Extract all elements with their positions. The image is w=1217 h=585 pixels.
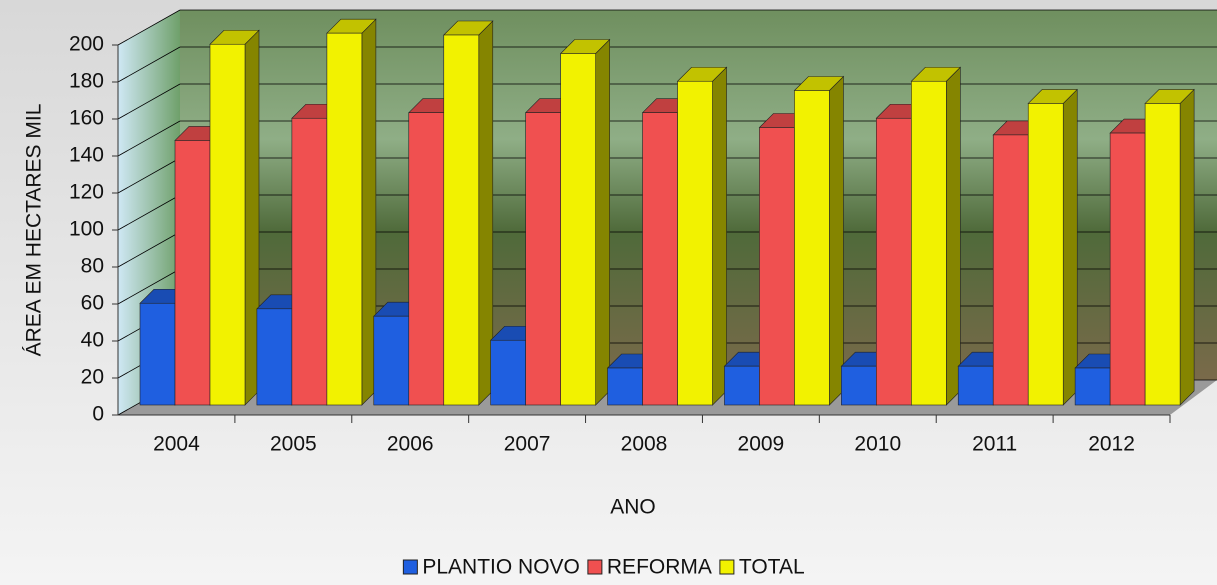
legend-label: REFORMA <box>607 556 712 579</box>
grid-line <box>117 157 181 194</box>
legend-item: REFORMA <box>587 556 712 579</box>
bar <box>911 80 947 406</box>
bar-side <box>946 66 961 406</box>
x-tick-label: 2011 <box>972 433 1017 456</box>
bar-side <box>595 38 610 406</box>
bar <box>1109 132 1146 406</box>
bar <box>560 53 596 406</box>
bar <box>876 117 912 406</box>
x-axis-title: ANO <box>610 496 656 519</box>
legend-swatch <box>402 559 418 575</box>
bar <box>642 112 678 406</box>
x-tick-label: 2008 <box>621 433 668 456</box>
legend-label: PLANTIO NOVO <box>422 556 580 579</box>
bar <box>256 308 293 406</box>
bar-side <box>1062 88 1078 406</box>
y-tick-label: 160 <box>69 107 104 130</box>
x-tick-label: 2007 <box>504 433 551 456</box>
y-tick-label: 60 <box>81 292 104 315</box>
legend-item: TOTAL <box>719 556 805 579</box>
legend: PLANTIO NOVO REFORMA TOTAL <box>402 556 805 579</box>
x-tick-label: 2010 <box>854 433 901 456</box>
grid-line <box>117 268 181 305</box>
x-tick-label: 2012 <box>1088 433 1135 456</box>
bar <box>291 117 328 406</box>
bar-side <box>1179 88 1195 406</box>
grid-line <box>117 120 181 157</box>
bar <box>992 134 1029 406</box>
legend-swatch <box>719 559 735 575</box>
grid-line <box>117 9 181 46</box>
x-tick-label: 2006 <box>387 433 434 456</box>
grid-line <box>117 231 181 268</box>
bar <box>1144 103 1181 406</box>
y-tick-label: 120 <box>69 181 104 204</box>
y-tick-label: 100 <box>69 218 104 241</box>
x-tick-label: 2004 <box>153 433 200 456</box>
bar <box>841 365 877 406</box>
y-tick-label: 80 <box>81 255 104 278</box>
bar <box>174 140 211 406</box>
bar <box>677 80 713 406</box>
bar <box>408 112 445 406</box>
legend-label: TOTAL <box>739 556 805 579</box>
legend-swatch <box>587 559 603 575</box>
legend-item: PLANTIO NOVO <box>402 556 580 579</box>
bar-side <box>712 66 727 406</box>
bar <box>373 315 410 406</box>
y-tick-label: 200 <box>69 33 104 56</box>
grid-line <box>117 194 181 231</box>
bar <box>443 34 480 406</box>
grid-line <box>117 83 181 120</box>
y-tick-label: 0 <box>92 403 104 426</box>
y-tick-label: 140 <box>69 144 104 167</box>
bar <box>490 339 526 406</box>
bar <box>1074 367 1111 406</box>
y-axis-title: ÁREA EM HECTARES MIL <box>23 104 46 357</box>
bar <box>794 90 830 406</box>
grid-line <box>117 46 181 83</box>
y-tick-label: 40 <box>81 329 104 352</box>
bar <box>1027 103 1064 406</box>
bar <box>607 367 643 406</box>
bar <box>139 302 176 406</box>
y-tick-label: 180 <box>69 70 104 93</box>
x-tick-label: 2005 <box>270 433 317 456</box>
y-tick-label: 20 <box>81 366 104 389</box>
bar-side <box>829 75 844 406</box>
bar <box>759 127 795 406</box>
bar <box>326 32 363 406</box>
bar <box>525 112 561 406</box>
x-tick-label: 2009 <box>738 433 785 456</box>
bar <box>724 365 760 406</box>
bar <box>957 365 994 406</box>
bar <box>209 43 246 406</box>
